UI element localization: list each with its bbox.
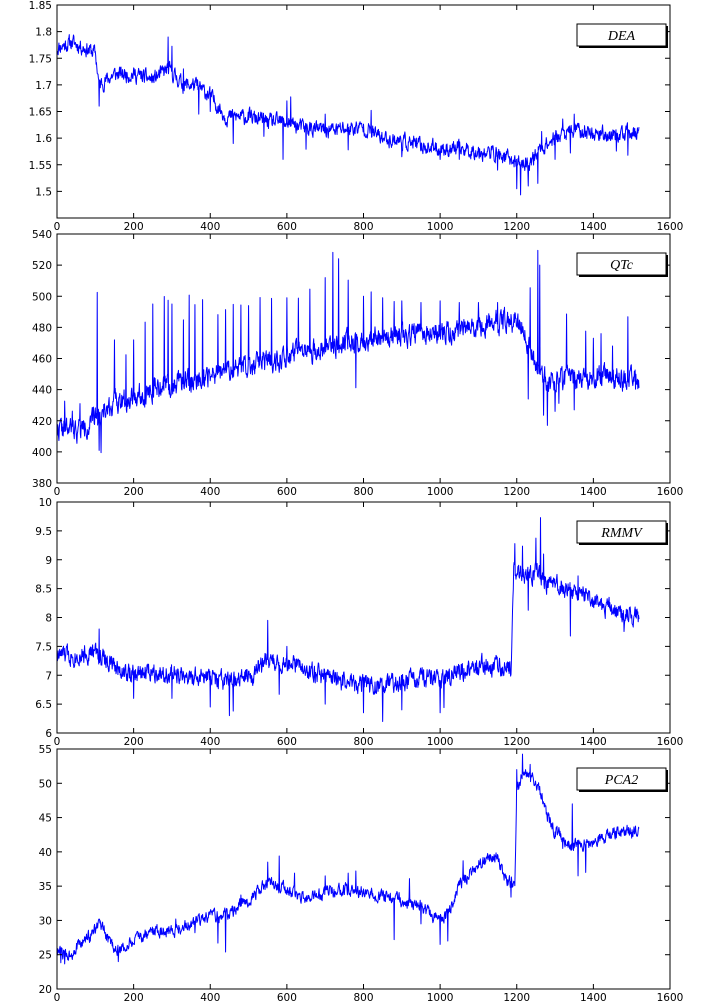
x-tick-label: 1400	[580, 736, 607, 748]
y-tick-label: 9	[45, 555, 52, 567]
y-tick-label: 1.65	[29, 107, 52, 119]
y-tick-label: 45	[39, 813, 52, 825]
y-tick-label: 1.55	[29, 160, 52, 172]
x-tick-label: 600	[277, 992, 297, 1004]
y-tick-label: 1.75	[29, 53, 52, 65]
y-tick-label: 6.5	[35, 699, 52, 711]
legend-box	[576, 252, 667, 276]
y-tick-label: 7.5	[35, 641, 52, 653]
y-tick-label: 25	[39, 950, 52, 962]
x-tick-label: 600	[277, 736, 297, 748]
y-tick-label: 35	[39, 881, 52, 893]
x-tick-label: 1200	[503, 221, 530, 233]
axes-frame	[56, 4, 671, 219]
y-tick-label: 420	[32, 416, 52, 428]
x-tick-label: 800	[353, 736, 373, 748]
y-tick-label: 10	[39, 497, 52, 509]
y-tick-label: 480	[32, 322, 52, 334]
legend-label: PCA2	[604, 773, 638, 788]
axes-frame	[56, 233, 671, 484]
x-tick-label: 1600	[657, 221, 684, 233]
y-tick-label: 9.5	[35, 526, 52, 538]
x-tick-label: 1600	[657, 486, 684, 498]
x-tick-label: 600	[277, 221, 297, 233]
x-tick-label: 1200	[503, 992, 530, 1004]
y-tick-label: 540	[32, 229, 52, 241]
legend-box	[576, 23, 667, 47]
x-tick-label: 1400	[580, 221, 607, 233]
x-tick-label: 200	[124, 736, 144, 748]
y-tick-label: 50	[39, 778, 52, 790]
y-tick-label: 520	[32, 260, 52, 272]
y-tick-label: 7	[45, 670, 52, 682]
x-tick-label: 0	[54, 992, 61, 1004]
legend-box	[576, 767, 667, 791]
subplot-4: 0 200 400 600 800 1000 1200 1400 1600 20 25 30 35 40 4…	[39, 744, 684, 1004]
legend-label: QTc	[610, 258, 634, 273]
x-tick-label: 1200	[503, 486, 530, 498]
legend-box	[576, 520, 667, 544]
x-tick-label: 1400	[580, 992, 607, 1004]
legend-label: DEA	[607, 29, 636, 44]
x-tick-label: 1000	[427, 992, 454, 1004]
x-tick-label: 600	[277, 486, 297, 498]
y-tick-label: 380	[32, 478, 52, 490]
y-tick-label: 1.7	[35, 80, 52, 92]
x-tick-label: 400	[200, 736, 220, 748]
x-tick-label: 400	[200, 486, 220, 498]
series-line-dea	[56, 34, 640, 196]
legend-label: RMMV	[600, 526, 643, 541]
x-tick-label: 1000	[427, 486, 454, 498]
y-tick-label: 55	[39, 744, 52, 756]
x-tick-label: 400	[200, 992, 220, 1004]
x-tick-label: 1600	[657, 736, 684, 748]
subplot-3: 0 200 400 600 800 1000 1200 1400 1600 6 6.5 7 7.5 8 8.…	[35, 497, 683, 748]
x-tick-label: 800	[353, 221, 373, 233]
y-tick-label: 500	[32, 291, 52, 303]
y-tick-label: 1.8	[35, 27, 52, 39]
y-tick-label: 460	[32, 354, 52, 366]
y-tick-label: 40	[39, 847, 52, 859]
x-tick-label: 1000	[427, 736, 454, 748]
y-tick-label: 8.5	[35, 584, 52, 596]
y-tick-label: 1.5	[35, 186, 52, 198]
x-tick-label: 200	[124, 221, 144, 233]
y-tick-label: 1.85	[29, 0, 52, 12]
series-line-qtc	[56, 249, 640, 454]
x-tick-label: 800	[353, 992, 373, 1004]
x-tick-label: 800	[353, 486, 373, 498]
x-tick-label: 0	[54, 221, 61, 233]
series-line-rmmv	[56, 517, 640, 722]
x-tick-label: 1400	[580, 486, 607, 498]
y-tick-label: 1.6	[35, 133, 52, 145]
y-tick-label: 6	[45, 728, 52, 740]
x-tick-label: 200	[124, 992, 144, 1004]
y-tick-label: 440	[32, 385, 52, 397]
x-tick-label: 0	[54, 486, 61, 498]
series-line-pca2	[56, 753, 640, 965]
y-tick-label: 30	[39, 915, 52, 927]
x-tick-label: 1000	[427, 221, 454, 233]
x-tick-label: 400	[200, 221, 220, 233]
x-tick-label: 0	[54, 736, 61, 748]
x-tick-label: 1600	[657, 992, 684, 1004]
y-tick-label: 8	[45, 613, 52, 625]
y-tick-label: 400	[32, 447, 52, 459]
subplot-2: 0 200 400 600 800 1000 1200 1400 1600 380 400 420 44…	[32, 229, 683, 498]
x-tick-label: 200	[124, 486, 144, 498]
subplot-1: 0 200 400 600 800 1000 1200 1400 1600 1.5 1.55 1.6 1…	[29, 0, 684, 233]
y-tick-label: 20	[39, 984, 52, 996]
x-tick-label: 1200	[503, 736, 530, 748]
